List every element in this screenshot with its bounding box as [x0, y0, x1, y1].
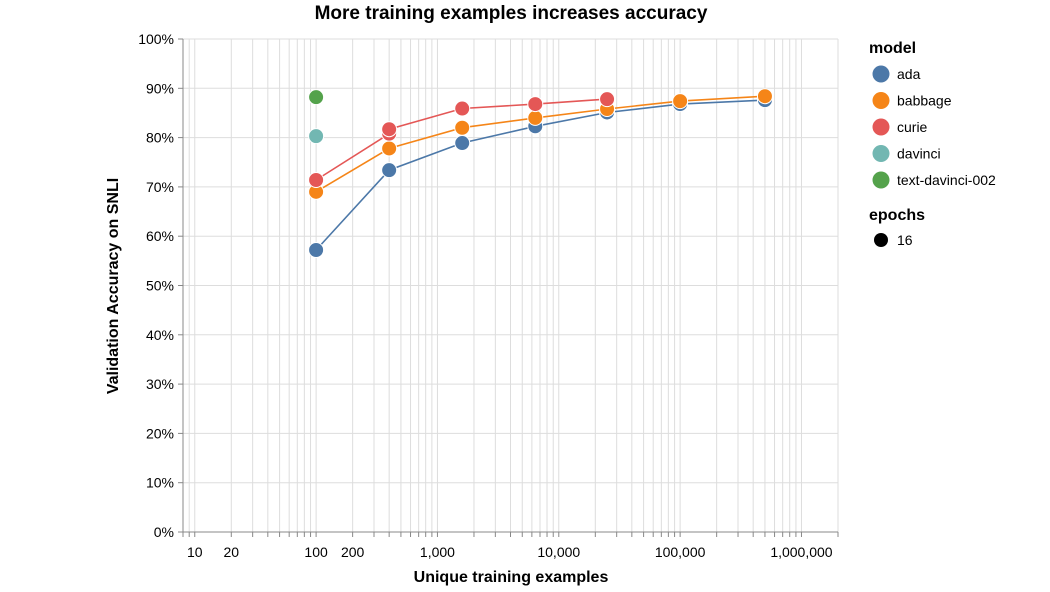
data-point-ada	[308, 242, 325, 259]
y-tick-label: 0%	[154, 524, 174, 540]
data-point-babbage	[527, 109, 544, 126]
data-point-curie	[308, 171, 325, 188]
chart-title: More training examples increases accurac…	[315, 3, 708, 24]
y-tick-label: 100%	[138, 31, 174, 47]
y-tick-label: 80%	[146, 130, 174, 146]
legend-swatch-davinci	[872, 145, 890, 162]
data-point-curie	[527, 96, 544, 113]
x-tick-label: 10,000	[537, 544, 580, 560]
y-tick-label: 10%	[146, 475, 174, 491]
axes: 0% 10% 20% 30% 40% 50% 60% 70% 80% 90% 100% 10 20 100…	[138, 31, 839, 560]
y-axis-title: Validation Accuracy on SNLI	[105, 178, 122, 394]
x-tick-label: 1,000	[420, 544, 455, 560]
x-tick-label: 100,000	[655, 544, 706, 560]
y-tick-label: 60%	[146, 228, 174, 244]
data-point-babbage	[454, 119, 471, 136]
legend-label-epochs: 16	[897, 232, 913, 248]
data-point-babbage	[381, 140, 398, 157]
series-line-curie	[315, 98, 608, 181]
data-point-davinci	[308, 128, 325, 145]
x-tick-label: 10	[187, 544, 203, 560]
x-tick-label: 200	[341, 544, 365, 560]
data-point-text-davinci-002	[308, 89, 325, 106]
legend-swatch-epochs	[874, 233, 888, 247]
y-tick-label: 40%	[146, 327, 174, 343]
legend-title-model: model	[869, 40, 916, 57]
legend-label-ada: ada	[897, 66, 921, 82]
data-point-curie	[454, 100, 471, 117]
y-tick-label: 50%	[146, 278, 174, 294]
data-point-ada	[454, 135, 471, 152]
legend-label-davinci: davinci	[897, 146, 941, 162]
data-points	[308, 88, 773, 259]
x-tick-label: 1,000,000	[770, 544, 832, 560]
data-point-ada	[381, 162, 398, 179]
legend: model ada babbage curie davinci text-davinci-…	[869, 40, 996, 248]
y-tick-label: 20%	[146, 425, 174, 441]
grid	[182, 38, 839, 533]
data-point-babbage	[756, 88, 773, 105]
legend-swatch-curie	[872, 118, 890, 136]
y-tick-label: 30%	[146, 376, 174, 392]
data-point-babbage	[672, 93, 689, 110]
x-tick-label: 20	[223, 544, 239, 560]
legend-title-epochs: epochs	[869, 207, 925, 224]
data-point-curie	[381, 121, 398, 138]
y-tick-label: 70%	[146, 179, 174, 195]
legend-swatch-text-davinci-002	[872, 171, 890, 189]
legend-swatch-babbage	[872, 92, 890, 109]
legend-label-babbage: babbage	[897, 93, 952, 109]
legend-label-curie: curie	[897, 119, 928, 135]
x-axis-title: Unique training examples	[414, 569, 609, 586]
y-tick-label: 90%	[146, 80, 174, 96]
legend-label-text-davinci-002: text-davinci-002	[897, 172, 996, 188]
legend-swatch-ada	[872, 65, 890, 83]
x-tick-label: 100	[304, 544, 328, 560]
data-point-curie	[599, 91, 616, 108]
